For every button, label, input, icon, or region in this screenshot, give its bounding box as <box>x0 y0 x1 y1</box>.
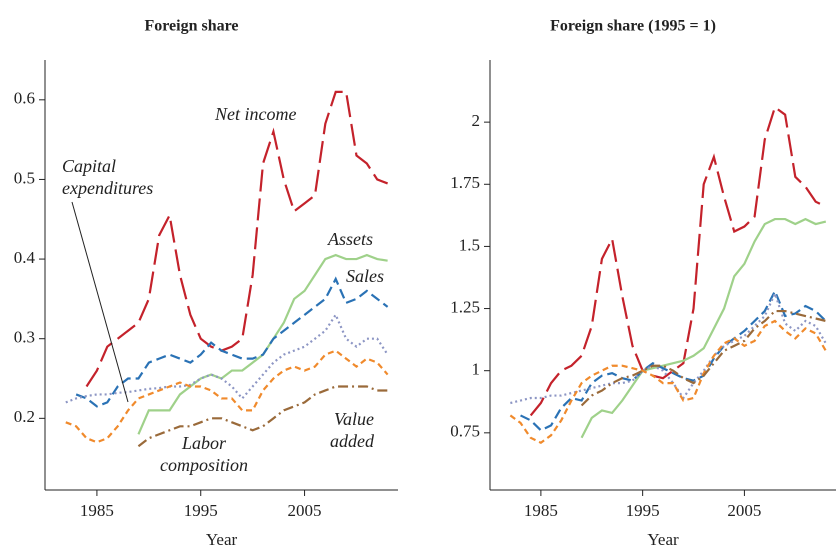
series-line <box>75 276 389 408</box>
series-line <box>137 385 388 448</box>
annotation-leader <box>71 201 129 403</box>
y-tick-label: 0.4 <box>14 248 36 267</box>
y-tick-label: 1.25 <box>450 297 480 316</box>
x-tick-label: 2005 <box>727 501 761 520</box>
x-tick-label: 1985 <box>524 501 558 520</box>
series-annotation: Net income <box>215 104 297 124</box>
x-axis-label: Year <box>647 530 679 549</box>
series-line <box>580 217 827 439</box>
series-line <box>520 288 827 432</box>
x-axis-label: Year <box>206 530 238 549</box>
x-tick-label: 1985 <box>80 501 114 520</box>
chart-title: Foreign share (1995 = 1) <box>550 18 716 35</box>
series-annotation: Sales <box>346 266 384 286</box>
chart-title: Foreign share <box>144 18 238 35</box>
y-tick-label: 0.75 <box>450 422 480 441</box>
y-tick-label: 2 <box>472 111 481 130</box>
y-tick-label: 0.6 <box>14 89 35 108</box>
x-tick-label: 1995 <box>626 501 660 520</box>
x-tick-label: 2005 <box>288 501 322 520</box>
y-tick-label: 1.75 <box>450 173 480 192</box>
y-tick-label: 0.5 <box>14 168 35 187</box>
x-tick-label: 1995 <box>184 501 218 520</box>
series-line <box>529 105 827 417</box>
series-annotation: Assets <box>328 229 373 249</box>
series-line <box>509 319 827 445</box>
y-tick-label: 0.3 <box>14 328 35 347</box>
series-annotation: Value added <box>330 409 374 451</box>
series-annotation: Capital expenditures <box>62 156 154 198</box>
y-tick-label: 1.5 <box>459 235 480 254</box>
series-line <box>65 312 389 404</box>
series-line <box>65 349 389 444</box>
y-tick-label: 0.2 <box>14 407 35 426</box>
y-tick-label: 1 <box>472 360 481 379</box>
series-line <box>580 309 827 407</box>
series-annotation: Labor composition <box>160 433 248 475</box>
series-line <box>85 90 389 388</box>
